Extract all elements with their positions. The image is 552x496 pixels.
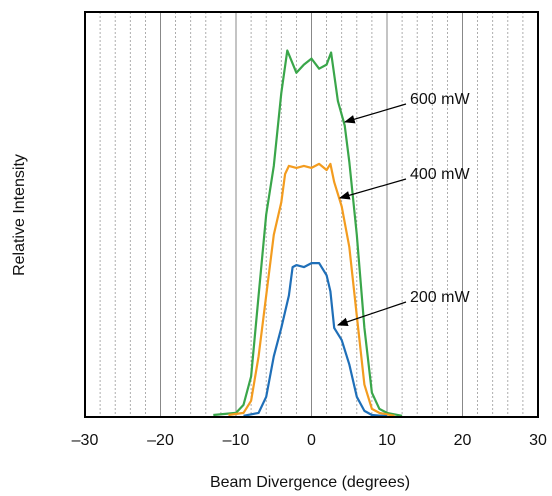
- plot-frame: [84, 11, 539, 418]
- annotation-arrow: [343, 103, 407, 124]
- x-axis-label: Beam Divergence (degrees): [210, 474, 410, 491]
- x-tick-label: –10: [223, 432, 250, 449]
- annotation-arrow: [338, 178, 407, 200]
- series-line: [213, 49, 403, 417]
- x-tick-label: 0: [307, 432, 316, 449]
- x-tick-label: 10: [378, 432, 396, 449]
- x-tick-label: –30: [72, 432, 99, 449]
- x-tick-label: 30: [529, 432, 547, 449]
- series-line: [228, 162, 395, 417]
- annotation-label: 600 mW: [410, 91, 470, 108]
- x-tick-label: –20: [147, 432, 174, 449]
- annotation-label: 400 mW: [410, 166, 470, 183]
- annotation-label: 200 mW: [410, 289, 470, 306]
- series-line: [243, 262, 388, 418]
- y-axis-label: Relative Intensity: [11, 154, 28, 276]
- x-tick-label: 20: [454, 432, 472, 449]
- annotation-arrow: [336, 301, 407, 326]
